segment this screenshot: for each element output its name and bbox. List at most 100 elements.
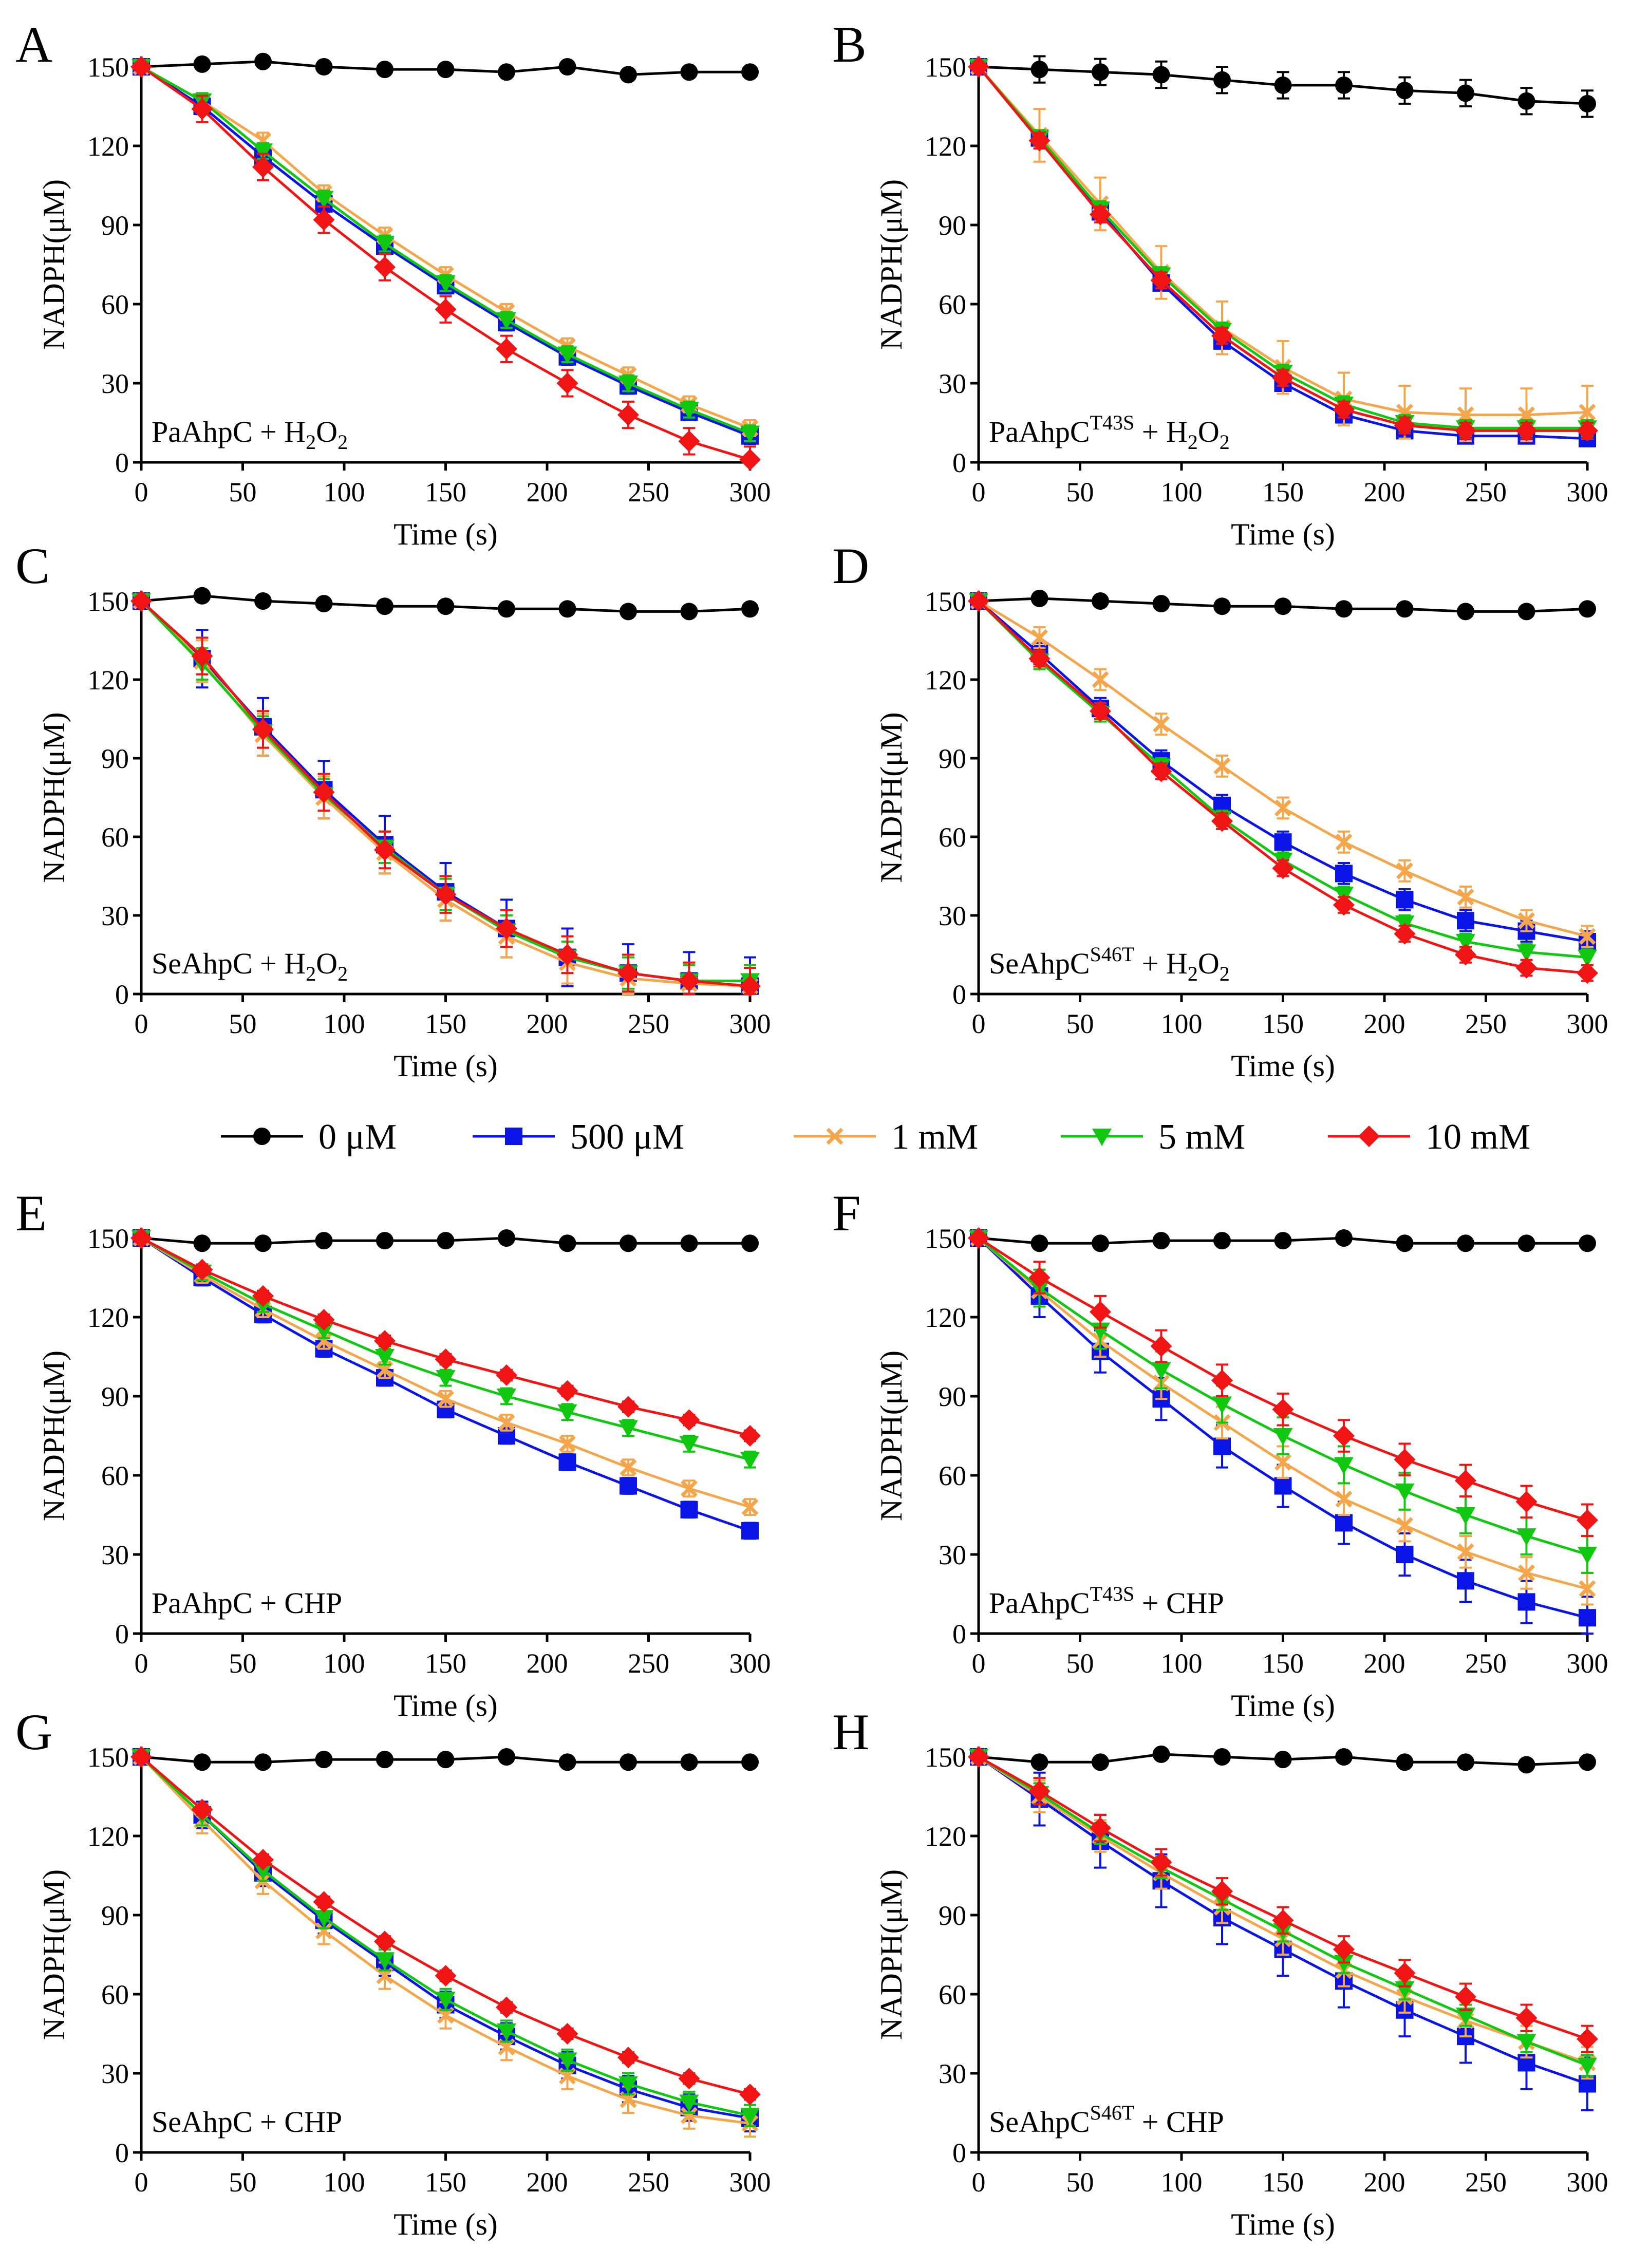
panel-f: F 0 30 60 90 120 150 0 50 100 150 200 250 300 Time (s)… <box>832 1185 1608 1722</box>
y-tick-label: 120 <box>925 665 966 696</box>
x-tick-label: 250 <box>628 1648 669 1679</box>
data-point <box>1272 1398 1294 1420</box>
y-tick-label: 60 <box>101 1979 129 2010</box>
series-500-um <box>970 592 1596 953</box>
panel-letter: F <box>832 1185 861 1242</box>
data-point <box>740 2108 760 2126</box>
data-point <box>739 975 761 997</box>
data-point <box>1577 962 1598 984</box>
y-tick-label: 90 <box>101 743 129 774</box>
data-point <box>1030 61 1048 79</box>
y-tick-label: 60 <box>939 289 966 320</box>
x-tick-label: 200 <box>527 1648 568 1679</box>
legend-marker <box>1358 1126 1380 1147</box>
data-point <box>1517 603 1535 621</box>
x-axis-title: Time (s) <box>393 1689 498 1722</box>
data-point <box>193 1234 211 1252</box>
x-tick-label: 300 <box>1567 1648 1608 1679</box>
panel-letter: H <box>832 1703 869 1760</box>
data-point <box>313 1891 335 1913</box>
series-line <box>140 600 751 988</box>
data-point <box>1457 84 1474 102</box>
data-point <box>1396 600 1414 618</box>
data-point <box>1578 1547 1597 1564</box>
series-1-mm <box>133 58 759 437</box>
data-point <box>1457 603 1474 621</box>
data-point <box>557 346 577 364</box>
data-point <box>680 603 698 621</box>
data-point <box>1515 1491 1538 1513</box>
annotation-text: PaAhpC <box>989 1586 1090 1620</box>
data-point <box>435 298 457 321</box>
y-tick-label: 30 <box>101 2058 129 2089</box>
data-point <box>1213 597 1231 615</box>
y-tick-label: 90 <box>939 1900 966 1931</box>
x-tick-label: 150 <box>1262 2167 1304 2198</box>
annotation-text: SeAhpC + H <box>152 947 306 980</box>
data-point <box>1274 76 1292 94</box>
x-tick-label: 150 <box>1262 1008 1304 1039</box>
data-point <box>1213 1232 1231 1250</box>
annotation-superscript: T43S <box>1090 1582 1135 1605</box>
data-point <box>1335 833 1353 851</box>
data-point <box>1153 716 1170 733</box>
annotation-superscript: S46T <box>1090 943 1135 966</box>
data-point <box>678 1409 700 1431</box>
data-point <box>1028 648 1051 670</box>
legend-item: 5 mM <box>1061 1117 1245 1157</box>
data-point <box>313 209 335 231</box>
x-tick-label: 300 <box>729 1008 771 1039</box>
y-tick-label: 120 <box>87 1821 129 1852</box>
x-tick-label: 250 <box>1465 1648 1507 1679</box>
data-point <box>437 1232 455 1250</box>
x-tick-label: 200 <box>1364 1008 1405 1039</box>
data-point <box>1272 367 1294 389</box>
data-point <box>1335 1514 1353 1532</box>
data-point <box>1396 1234 1414 1252</box>
y-tick-label: 30 <box>101 901 129 931</box>
data-point <box>679 2094 699 2112</box>
panel-annotation: PaAhpCT43S + H2O2 <box>989 411 1230 454</box>
data-point <box>739 1425 761 1447</box>
data-point <box>252 1285 274 1307</box>
data-point <box>1274 799 1291 817</box>
data-point <box>498 1748 515 1766</box>
data-point <box>252 1849 274 1871</box>
data-point <box>1515 2007 1538 2029</box>
series-1-mm <box>133 592 759 995</box>
x-tick-label: 0 <box>972 2167 986 2198</box>
data-point <box>1457 1543 1474 1561</box>
data-point <box>437 597 455 615</box>
y-axis-title: NADPH(μM) <box>37 712 71 883</box>
data-point <box>678 2068 700 2090</box>
data-point <box>678 430 700 452</box>
x-tick-label: 300 <box>729 1648 771 1679</box>
annotation-text: + CHP <box>1134 2105 1224 2139</box>
data-point <box>496 917 517 940</box>
series-10-mm <box>130 590 761 997</box>
series-1-mm <box>133 1748 759 2138</box>
data-point <box>556 1380 578 1402</box>
data-point <box>556 372 578 394</box>
x-tick-label: 0 <box>135 1648 148 1679</box>
data-point <box>313 781 335 803</box>
data-point <box>191 1259 213 1281</box>
annotation-text: PaAhpC + CHP <box>152 1586 342 1620</box>
data-point <box>741 1498 759 1516</box>
series-line <box>140 65 751 429</box>
legend-marker <box>505 1128 522 1145</box>
series-line <box>978 600 1588 959</box>
data-point <box>130 56 152 78</box>
data-point <box>315 1332 332 1349</box>
data-point <box>1274 597 1292 615</box>
data-point <box>1150 1851 1172 1873</box>
x-tick-label: 150 <box>425 1008 466 1039</box>
y-tick-label: 90 <box>101 210 129 241</box>
data-point <box>1333 1425 1355 1447</box>
panel-letter: E <box>15 1185 47 1242</box>
data-point <box>376 597 393 615</box>
y-tick-label: 150 <box>925 586 966 617</box>
series-0-um <box>970 1229 1596 1252</box>
y-tick-label: 0 <box>952 447 966 478</box>
data-point <box>315 595 333 613</box>
